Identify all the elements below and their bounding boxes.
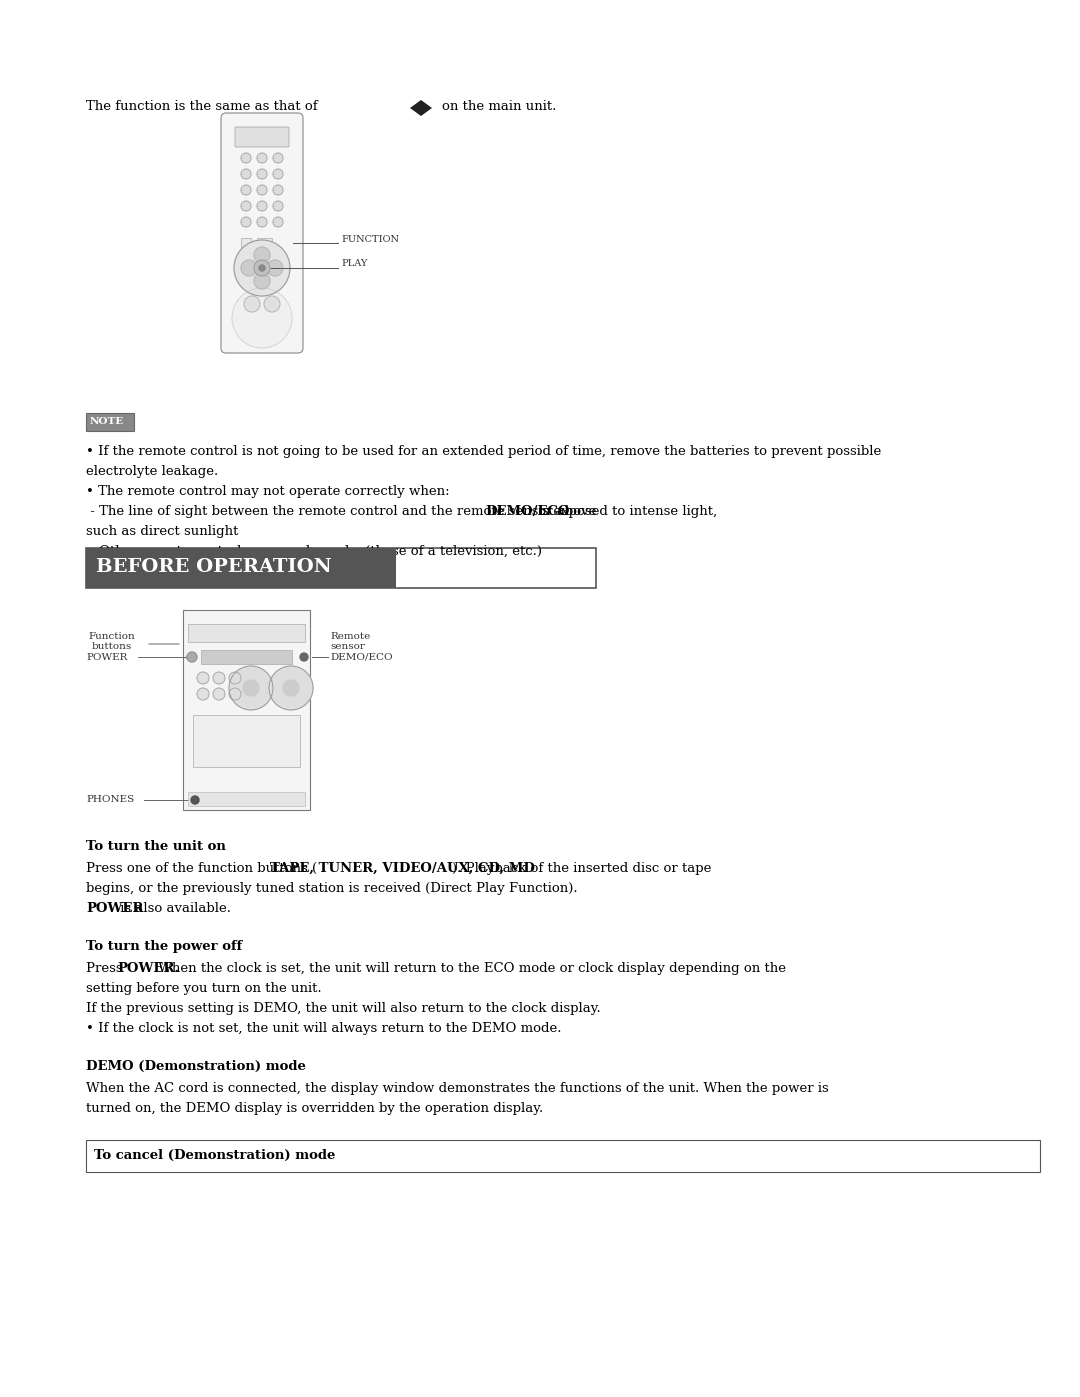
Circle shape (241, 201, 251, 211)
Text: setting before you turn on the unit.: setting before you turn on the unit. (86, 982, 322, 995)
Circle shape (232, 288, 292, 348)
Circle shape (254, 272, 270, 289)
Circle shape (254, 247, 270, 263)
FancyBboxPatch shape (188, 624, 305, 643)
Text: PLAY: PLAY (341, 260, 367, 268)
Circle shape (269, 666, 313, 710)
Circle shape (243, 680, 259, 696)
Text: - Other remote controls are used nearby (those of a television, etc.): - Other remote controls are used nearby … (86, 545, 542, 557)
Circle shape (257, 217, 267, 226)
FancyBboxPatch shape (86, 548, 396, 588)
Circle shape (300, 652, 308, 661)
Text: To turn the power off: To turn the power off (86, 940, 242, 953)
Text: begins, or the previously tuned station is received (Direct Play Function).: begins, or the previously tuned station … (86, 882, 578, 895)
Text: Press: Press (86, 963, 126, 975)
Text: To turn the unit on: To turn the unit on (86, 840, 226, 854)
Text: • The remote control may not operate correctly when:: • The remote control may not operate cor… (86, 485, 449, 497)
FancyBboxPatch shape (86, 548, 596, 588)
Circle shape (197, 687, 210, 700)
Circle shape (267, 260, 283, 277)
Circle shape (241, 154, 251, 163)
FancyBboxPatch shape (221, 113, 303, 353)
FancyBboxPatch shape (257, 237, 272, 249)
FancyBboxPatch shape (193, 715, 300, 767)
Circle shape (273, 201, 283, 211)
Text: The function is the same as that of: The function is the same as that of (86, 101, 318, 113)
Circle shape (234, 240, 291, 296)
Circle shape (229, 672, 241, 685)
Text: POWER: POWER (86, 652, 127, 662)
Circle shape (197, 672, 210, 685)
Text: turned on, the DEMO display is overridden by the operation display.: turned on, the DEMO display is overridde… (86, 1102, 543, 1115)
Circle shape (229, 687, 241, 700)
Text: DEMO (Demonstration) mode: DEMO (Demonstration) mode (86, 1060, 306, 1073)
Text: POWER.: POWER. (118, 963, 179, 975)
FancyBboxPatch shape (86, 1140, 1040, 1172)
Polygon shape (410, 101, 421, 116)
Text: Function
buttons: Function buttons (87, 631, 135, 651)
Circle shape (273, 217, 283, 226)
FancyBboxPatch shape (201, 650, 292, 664)
Text: When the clock is set, the unit will return to the ECO mode or clock display dep: When the clock is set, the unit will ret… (154, 963, 786, 975)
Circle shape (241, 260, 257, 277)
FancyBboxPatch shape (235, 127, 289, 147)
Circle shape (259, 265, 265, 271)
Text: Press one of the function buttons (: Press one of the function buttons ( (86, 862, 318, 875)
Polygon shape (421, 101, 432, 116)
Text: • If the remote control is not going to be used for an extended period of time, : • If the remote control is not going to … (86, 446, 881, 458)
FancyBboxPatch shape (183, 610, 310, 810)
Text: If the previous setting is DEMO, the unit will also return to the clock display.: If the previous setting is DEMO, the uni… (86, 1002, 600, 1016)
Text: FUNCTION: FUNCTION (341, 235, 399, 243)
Circle shape (273, 184, 283, 196)
Text: POWER: POWER (86, 902, 144, 915)
FancyBboxPatch shape (188, 792, 305, 806)
Text: ). Playback of the inserted disc or tape: ). Playback of the inserted disc or tape (451, 862, 712, 875)
Text: Remote
sensor: Remote sensor (330, 631, 370, 651)
Circle shape (257, 169, 267, 179)
Circle shape (213, 687, 225, 700)
Circle shape (264, 296, 280, 312)
Text: • If the clock is not set, the unit will always return to the DEMO mode.: • If the clock is not set, the unit will… (86, 1023, 562, 1035)
Text: DEMO/ECO: DEMO/ECO (485, 504, 569, 518)
Circle shape (213, 672, 225, 685)
Circle shape (283, 680, 299, 696)
FancyBboxPatch shape (241, 237, 251, 249)
Text: such as direct sunlight: such as direct sunlight (86, 525, 239, 538)
Circle shape (191, 796, 199, 805)
Text: on the main unit.: on the main unit. (442, 101, 556, 113)
Circle shape (241, 217, 251, 226)
Circle shape (241, 169, 251, 179)
Text: electrolyte leakage.: electrolyte leakage. (86, 465, 218, 478)
Text: TAPE, TUNER, VIDEO/AUX, CD, MD: TAPE, TUNER, VIDEO/AUX, CD, MD (270, 862, 536, 875)
Text: To cancel (Demonstration) mode: To cancel (Demonstration) mode (94, 1148, 336, 1161)
FancyBboxPatch shape (86, 414, 134, 432)
Circle shape (244, 296, 260, 312)
Circle shape (187, 652, 197, 662)
Text: is also available.: is also available. (117, 902, 231, 915)
Text: is exposed to intense light,: is exposed to intense light, (534, 504, 717, 518)
Circle shape (257, 154, 267, 163)
Circle shape (273, 169, 283, 179)
Text: NOTE: NOTE (90, 416, 124, 426)
Circle shape (229, 666, 273, 710)
Circle shape (254, 260, 270, 277)
Circle shape (241, 184, 251, 196)
Text: When the AC cord is connected, the display window demonstrates the functions of : When the AC cord is connected, the displ… (86, 1083, 828, 1095)
Text: DEMO/ECO: DEMO/ECO (330, 652, 393, 662)
Circle shape (257, 201, 267, 211)
Text: PHONES: PHONES (86, 795, 134, 805)
Text: - The line of sight between the remote control and the remote sensor above: - The line of sight between the remote c… (86, 504, 600, 518)
Circle shape (273, 154, 283, 163)
Text: BEFORE OPERATION: BEFORE OPERATION (96, 557, 332, 576)
Circle shape (257, 184, 267, 196)
